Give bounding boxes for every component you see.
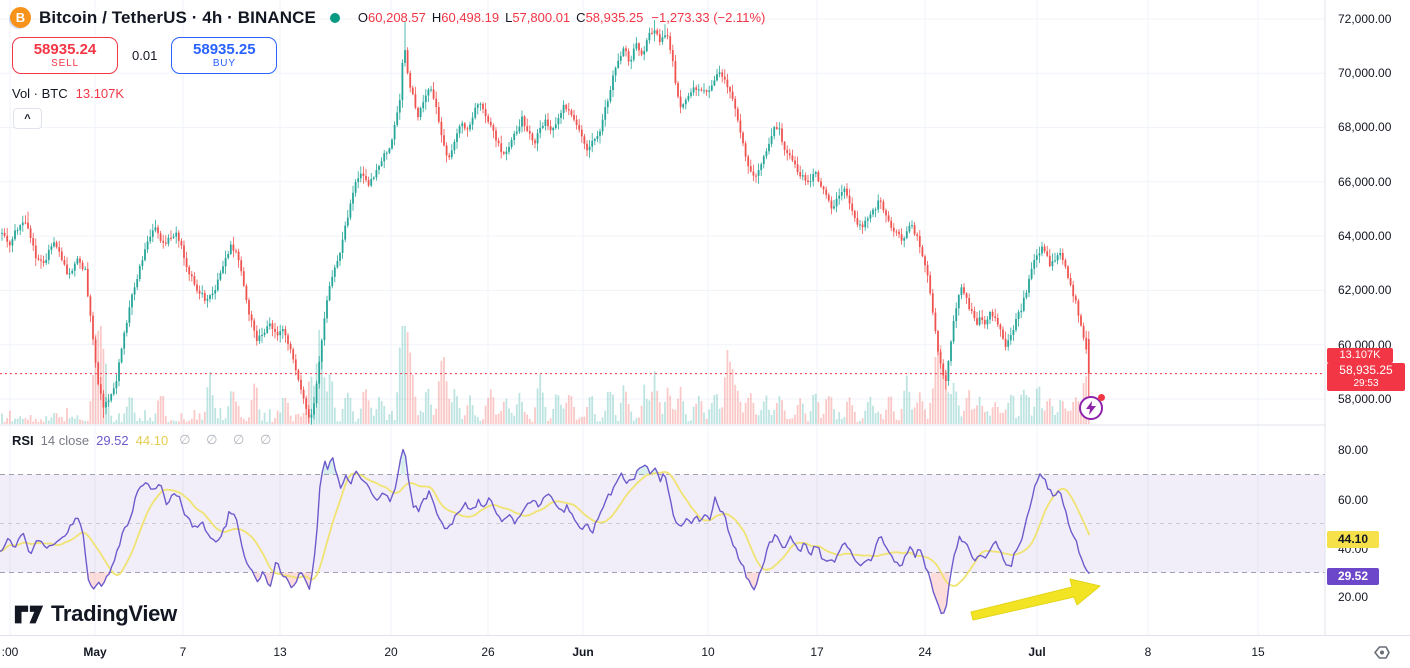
low-label: L <box>505 10 513 25</box>
rsi-ma-value: 44.10 <box>135 432 169 448</box>
time-axis-tick: 7 <box>179 645 187 659</box>
time-axis[interactable]: :00 May 7 13 20 26 Jun 10 17 24 Jul 8 15 <box>0 635 1410 668</box>
change-value: −1,273.33 (−2.11%) <box>651 10 766 25</box>
price-axis-tick: 60.00 <box>1338 493 1369 507</box>
open-value: 60,208.57 <box>368 10 426 25</box>
low-value: 57,800.01 <box>512 10 571 25</box>
time-axis-tick: 10 <box>701 645 715 659</box>
events-flash-button[interactable] <box>1079 394 1105 420</box>
time-axis-tick: 13 <box>273 645 287 659</box>
buy-button[interactable]: 58935.25 BUY <box>171 37 278 74</box>
price-axis-tick: 66,000.00 <box>1338 175 1392 189</box>
annotation-arrow <box>970 578 1101 621</box>
time-axis-tick: 24 <box>918 645 932 659</box>
volume-legend: Vol · BTC 13.107K <box>12 86 124 101</box>
current-price-value: 58,935.25 <box>1339 363 1393 377</box>
order-panel: 58935.24 SELL 0.01 58935.25 BUY <box>12 37 278 74</box>
high-label: H <box>431 10 442 25</box>
rsi-ma-badge: 44.10 <box>1327 531 1379 548</box>
rsi-params: 14 close <box>40 432 90 448</box>
rsi-title[interactable]: RSI <box>12 432 34 448</box>
time-axis-tick: 8 <box>1144 645 1152 659</box>
notification-dot-icon <box>1098 394 1105 401</box>
volume-axis-badge: 13.107K <box>1327 348 1393 363</box>
price-axis[interactable]: 72,000.00 70,000.00 68,000.00 66,000.00 64,0… <box>1326 0 1410 635</box>
time-axis-tick: 26 <box>481 645 495 659</box>
time-axis-tick: :00 <box>1 645 19 659</box>
buy-price: 58935.25 <box>193 41 256 59</box>
symbol-header: B Bitcoin / TetherUS · 4h · BINANCE O60,… <box>10 7 765 28</box>
close-label: C <box>576 10 586 25</box>
sell-price: 58935.24 <box>33 41 97 59</box>
price-axis-tick: 20.00 <box>1338 590 1369 604</box>
price-axis-tick: 58,000.00 <box>1338 392 1392 406</box>
bar-countdown: 29:53 <box>1353 377 1379 389</box>
spread-value: 0.01 <box>132 48 158 63</box>
time-axis-tick: Jun <box>572 645 594 659</box>
sell-button[interactable]: 58935.24 SELL <box>12 37 118 74</box>
high-value: 60,498.19 <box>441 10 500 25</box>
time-axis-tick: Jul <box>1028 645 1046 659</box>
time-axis-settings-gear-icon[interactable] <box>1372 643 1392 663</box>
time-axis-tick: May <box>83 645 107 659</box>
market-status-dot-icon <box>329 12 340 23</box>
price-axis-tick: 64,000.00 <box>1338 229 1392 243</box>
current-price-badge: 58,935.25 29:53 <box>1327 363 1405 392</box>
symbol-title[interactable]: Bitcoin / TetherUS · 4h · BINANCE <box>39 7 316 27</box>
ohlc-values: O60,208.57 H60,498.19 L57,800.01 C58,935… <box>358 10 765 25</box>
buy-label: BUY <box>212 58 236 70</box>
volume-label: Vol · BTC <box>12 86 68 101</box>
time-axis-tick: 20 <box>384 645 398 659</box>
rsi-empty-values: ∅ ∅ ∅ ∅ <box>179 432 278 447</box>
time-axis-tick: 17 <box>810 645 824 659</box>
rsi-legend: RSI 14 close 29.52 44.10 ∅ ∅ ∅ ∅ <box>12 432 277 448</box>
tradingview-logo-text: TradingView <box>51 601 177 626</box>
rsi-value: 29.52 <box>96 432 129 448</box>
price-axis-tick: 68,000.00 <box>1338 120 1392 134</box>
tradingview-logo[interactable]: TradingView <box>14 601 177 627</box>
tradingview-mark-icon <box>14 605 44 623</box>
sell-label: SELL <box>51 58 79 70</box>
bitcoin-logo-icon: B <box>10 7 31 28</box>
close-value: 58,935.25 <box>585 10 644 25</box>
rsi-value-badge: 29.52 <box>1327 568 1379 585</box>
collapse-legend-button[interactable]: ^ <box>13 108 42 129</box>
price-axis-tick: 70,000.00 <box>1338 66 1392 80</box>
volume-value: 13.107K <box>75 86 125 101</box>
time-axis-tick: 15 <box>1251 645 1265 659</box>
price-axis-tick: 62,000.00 <box>1338 283 1392 297</box>
open-label: O <box>357 10 369 25</box>
price-axis-tick: 80.00 <box>1338 443 1369 457</box>
price-axis-tick: 72,000.00 <box>1338 12 1392 26</box>
